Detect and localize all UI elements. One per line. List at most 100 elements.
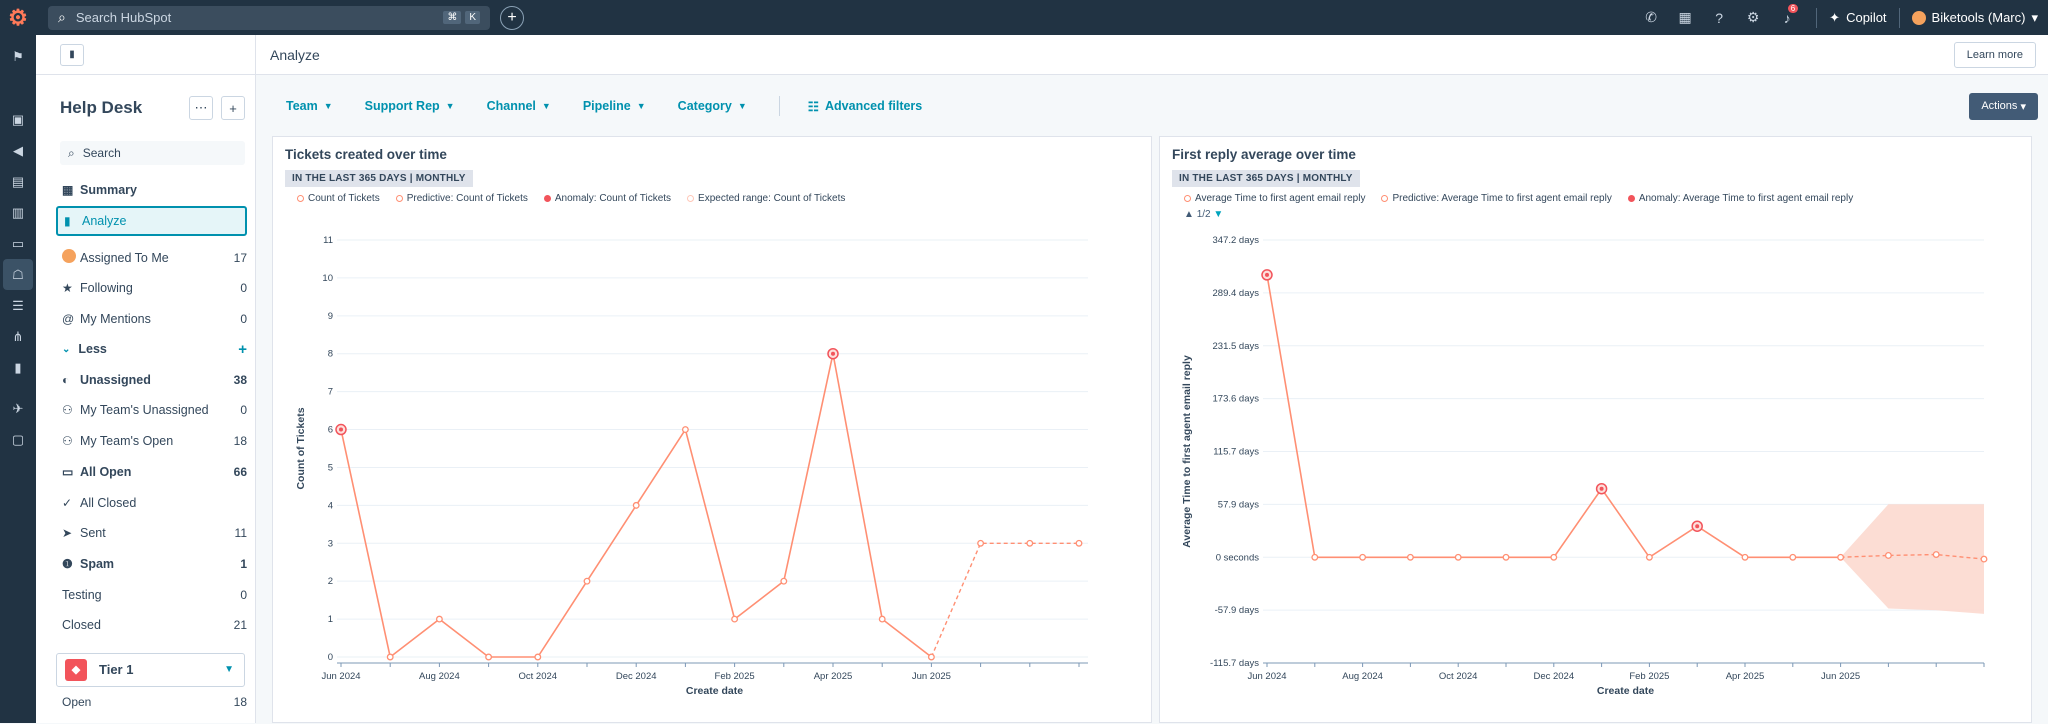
automation-icon[interactable]: ⋔ [12, 328, 24, 344]
dashboard-icon: ▦ [62, 183, 74, 198]
caret-down-icon: ▼ [636, 101, 646, 111]
legend-item[interactable]: Predictive: Count of Tickets [395, 193, 528, 204]
x-tick-label: Aug 2024 [419, 671, 460, 682]
date-range-pill: IN THE LAST 365 DAYS | MONTHLY [285, 170, 473, 187]
help-icon[interactable]: ? [1715, 9, 1724, 26]
sidebar-item-summary[interactable]: ▦ Summary [36, 175, 255, 206]
legend-page-up-icon[interactable]: ▲ [1184, 209, 1194, 220]
y-tick-label: -115.7 days [1210, 658, 1259, 669]
filter-team[interactable]: Team ▼ [286, 99, 333, 113]
learn-more-button[interactable]: Learn more [1953, 41, 2036, 68]
add-view-plus-icon[interactable]: + [238, 340, 247, 358]
sidebar-item-following[interactable]: ★ Following 0 [36, 273, 255, 304]
sidebar-item-unassigned[interactable]: ◐ Unassigned 38 [36, 364, 255, 395]
filter-support-rep[interactable]: Support Rep ▼ [365, 99, 455, 113]
advanced-filters-label: Advanced filters [825, 99, 923, 113]
sidebar-item-label: All Open [80, 464, 132, 479]
predictive-point [1932, 551, 1940, 558]
legend-item[interactable]: Count of Tickets [297, 193, 380, 204]
notification-badge: 6 [1787, 3, 1799, 13]
alert-icon: ❶ [62, 556, 73, 571]
tier-open-item[interactable]: Open 18 [36, 687, 255, 709]
y-tick-label: 4 [328, 500, 333, 511]
marketing-icon[interactable]: ◀ [13, 142, 23, 158]
global-search-input[interactable]: ⌕ Search HubSpot ⌘ K [48, 5, 490, 30]
collapse-sidebar-icon[interactable]: ▮ [60, 43, 84, 66]
less-toggle[interactable]: ⌄ Less + [36, 334, 255, 364]
sidebar-item-sent[interactable]: ➤ Sent 11 [36, 518, 255, 549]
sidebar-item-count: 1 [240, 556, 247, 571]
sidebar-item-count: 0 [240, 587, 247, 602]
bookmarks-icon[interactable]: ⚑ [12, 48, 24, 64]
advanced-filters-button[interactable]: ☷ Advanced filters [808, 99, 922, 114]
hubspot-logo-icon[interactable]: ⚙ [8, 4, 28, 30]
caret-down-icon: ▼ [737, 101, 747, 111]
filter-channel[interactable]: Channel ▼ [487, 99, 551, 113]
service-icon[interactable]: ☖ [3, 259, 33, 290]
data-point [1454, 553, 1462, 561]
create-new-button[interactable]: + [500, 5, 524, 30]
marketplace-icon[interactable]: ▦ [1678, 9, 1692, 25]
left-nav-rail: ⚑ ▣ ◀ ▤ ▥ ▭ ☖ ☰ ⋔ ▮ ✈ ▢ [0, 35, 36, 723]
legend-item[interactable]: Expected range: Count of Tickets [687, 193, 845, 204]
breeze-icon[interactable]: ✈ [12, 400, 24, 416]
report-title[interactable]: Tickets created over time [285, 147, 447, 162]
legend-item[interactable]: Anomaly: Average Time to first agent ema… [1627, 193, 1853, 204]
y-axis-title: Count of Tickets [295, 407, 307, 489]
data-point [485, 653, 493, 661]
report-title[interactable]: First reply average over time [1172, 147, 1356, 162]
sidebar-item-analyze[interactable]: ▮ Analyze [56, 205, 247, 237]
account-menu[interactable]: Biketools (Marc) ▾ [1911, 10, 2038, 26]
legend-page-down-icon[interactable]: ▼ [1213, 209, 1224, 220]
data-management-icon[interactable]: ☰ [12, 297, 24, 313]
sidebar-item-spam[interactable]: ❶ Spam 1 [36, 549, 255, 580]
content-icon[interactable]: ▤ [11, 173, 25, 189]
sidebar-item-closed[interactable]: Closed 21 [36, 610, 255, 641]
y-tick-label: 231.5 days [1213, 341, 1260, 352]
y-tick-label: -57.9 days [1215, 605, 1260, 616]
legend-item[interactable]: Average Time to first agent email reply [1184, 193, 1365, 204]
filter-category[interactable]: Category ▼ [678, 99, 747, 113]
sidebar-item-all-closed[interactable]: ✓ All Closed [36, 487, 255, 518]
sidebar-item-my-teams-open[interactable]: ⚇ My Team's Open 18 [36, 426, 255, 457]
workspace-icon[interactable]: ▢ [11, 431, 25, 447]
contacts-icon[interactable]: ▣ [11, 111, 25, 127]
settings-gear-icon[interactable]: ⚙ [1746, 9, 1760, 25]
legend-marker [1381, 195, 1389, 202]
sidebar-search-input[interactable]: ⌕ Search [60, 141, 245, 165]
sidebar-title: Help Desk [60, 98, 143, 117]
sidebar-item-assigned-to-me[interactable]: Assigned To Me 17 [36, 242, 255, 273]
send-icon: ➤ [62, 526, 73, 541]
tier-label: Tier 1 [99, 662, 134, 678]
legend-item[interactable]: Anomaly: Count of Tickets [543, 193, 672, 204]
team-icon: ⚇ [62, 403, 73, 418]
filter-bar: Team ▼ Support Rep ▼ Channel ▼ Pipeline ▼ Ca… [256, 75, 2048, 137]
add-view-icon[interactable]: + [221, 96, 245, 120]
sidebar-item-my-teams-unassigned[interactable]: ⚇ My Team's Unassigned 0 [36, 395, 255, 426]
notifications-bell-icon[interactable]: ♪ 6 [1770, 3, 1804, 26]
sidebar-item-count: 17 [233, 250, 247, 265]
legend-marker [1627, 195, 1635, 202]
sales-icon[interactable]: ▭ [11, 235, 25, 251]
sidebar-item-testing[interactable]: Testing 0 [36, 579, 255, 610]
legend-item[interactable]: Predictive: Average Time to first agent … [1381, 193, 1612, 204]
predictive-point [1026, 539, 1034, 547]
tier-selector[interactable]: ◆ Tier 1 ▼ [56, 652, 245, 687]
sidebar-item-my-mentions[interactable]: @ My Mentions 0 [36, 304, 255, 335]
filter-pipeline[interactable]: Pipeline ▼ [583, 99, 646, 113]
sidebar-item-label: Assigned To Me [80, 250, 169, 265]
copilot-button[interactable]: ✦ Copilot [1829, 10, 1886, 26]
more-options-icon[interactable]: ⋯ [189, 96, 213, 120]
x-axis-title: Create date [1597, 685, 1654, 697]
star-icon: ★ [62, 281, 73, 296]
legend-label: Anomaly: Count of Tickets [554, 193, 672, 204]
sidebar-item-all-open[interactable]: ▭ All Open 66 [36, 457, 255, 488]
actions-button[interactable]: Actions ▾ [1969, 92, 2038, 120]
y-axis-title: Average Time to first agent email reply [1181, 355, 1193, 548]
phone-icon[interactable]: ✆ [1645, 9, 1658, 25]
commerce-icon[interactable]: ▥ [11, 204, 25, 220]
legend-label: Predictive: Average Time to first agent … [1392, 193, 1612, 204]
sidebar-item-count: 38 [233, 372, 247, 387]
predictive-line [930, 542, 1079, 658]
reporting-icon[interactable]: ▮ [14, 359, 22, 375]
